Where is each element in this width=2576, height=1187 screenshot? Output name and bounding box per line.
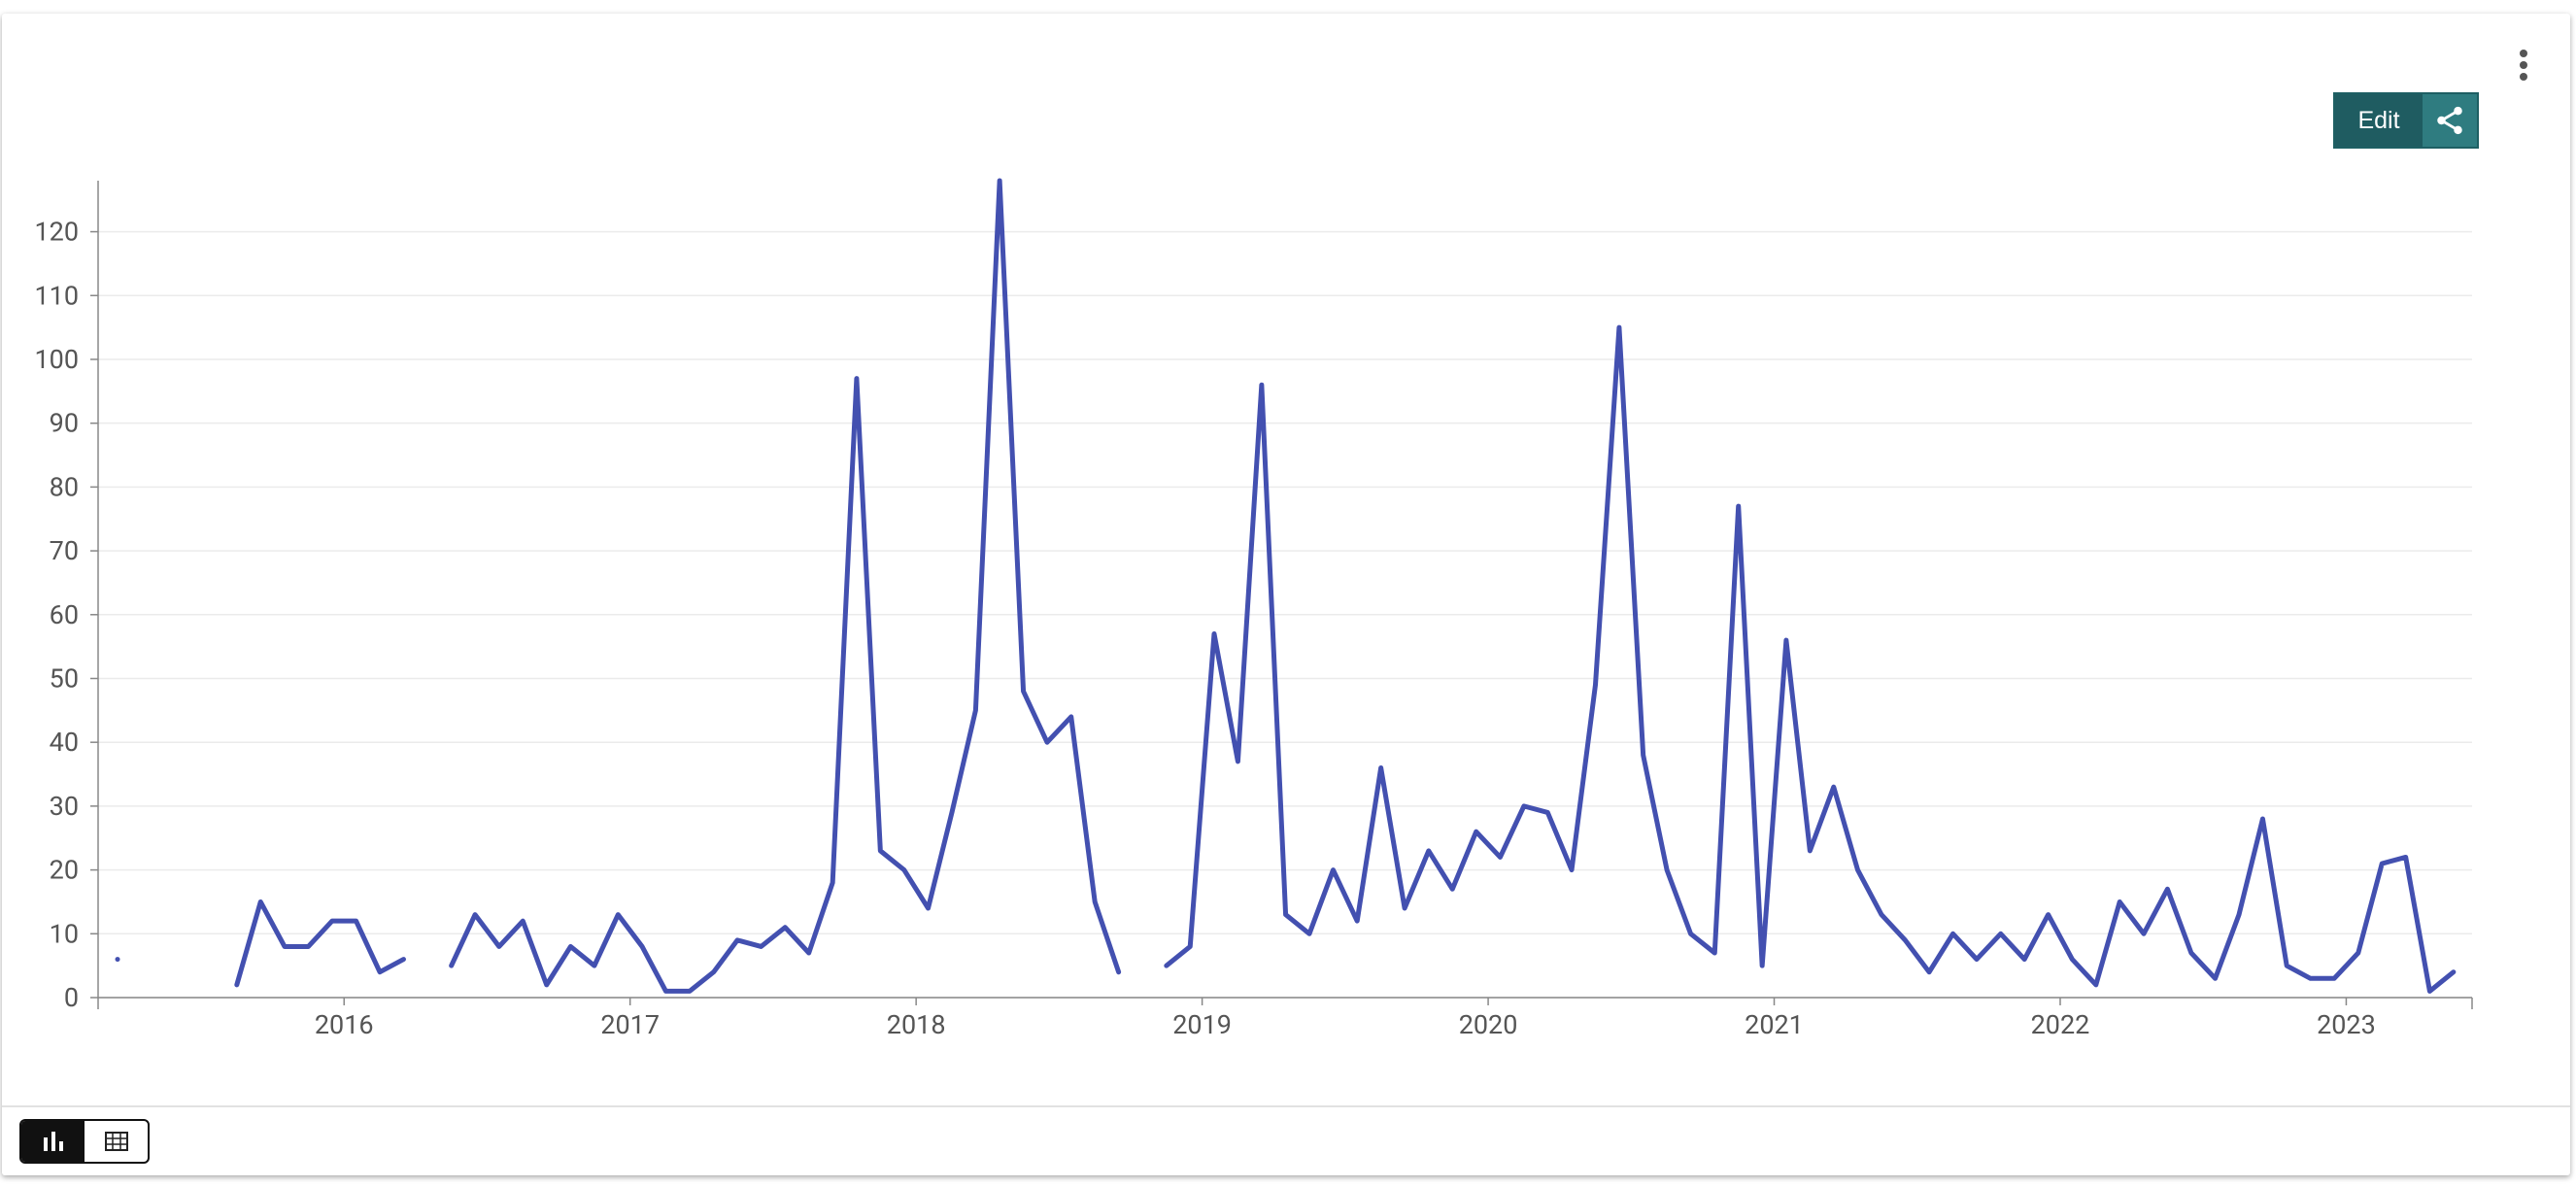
y-tick-label: 120 [34,217,79,248]
y-tick-label: 60 [50,599,79,630]
data-line [115,178,2457,994]
edit-share-group: Edit [2333,92,2479,149]
view-toggle [19,1119,150,1164]
chart-view-button[interactable] [21,1121,85,1162]
y-tick-label: 20 [50,855,79,886]
x-tick-label: 2016 [315,1009,374,1040]
x-tick-label: 2018 [887,1009,946,1040]
y-tick-label: 40 [50,727,79,758]
y-tick-label: 110 [34,280,79,311]
x-tick-label: 2022 [2031,1009,2090,1040]
y-tick-label: 100 [34,344,79,375]
y-tick-label: 80 [50,471,79,502]
chart-card [2,14,2570,1175]
y-tick-label: 0 [64,982,79,1013]
table-view-button[interactable] [85,1121,148,1162]
y-tick-label: 30 [50,791,79,822]
x-tick-label: 2019 [1172,1009,1232,1040]
x-tick-label: 2020 [1459,1009,1518,1040]
footer-divider [2,1105,2570,1107]
y-tick-label: 70 [50,535,79,566]
y-tick-label: 90 [50,408,79,439]
x-tick-label: 2023 [2317,1009,2376,1040]
share-icon [2437,106,2462,135]
edit-button[interactable]: Edit [2335,94,2423,147]
bar-icon [43,1132,63,1151]
y-tick-label: 50 [50,662,79,694]
table-icon [104,1132,128,1151]
y-tick-label: 10 [50,918,79,949]
x-tick-label: 2017 [600,1009,660,1040]
share-button[interactable] [2423,94,2477,147]
x-tick-label: 2021 [1745,1009,1804,1040]
more-menu[interactable] [2516,49,2531,82]
